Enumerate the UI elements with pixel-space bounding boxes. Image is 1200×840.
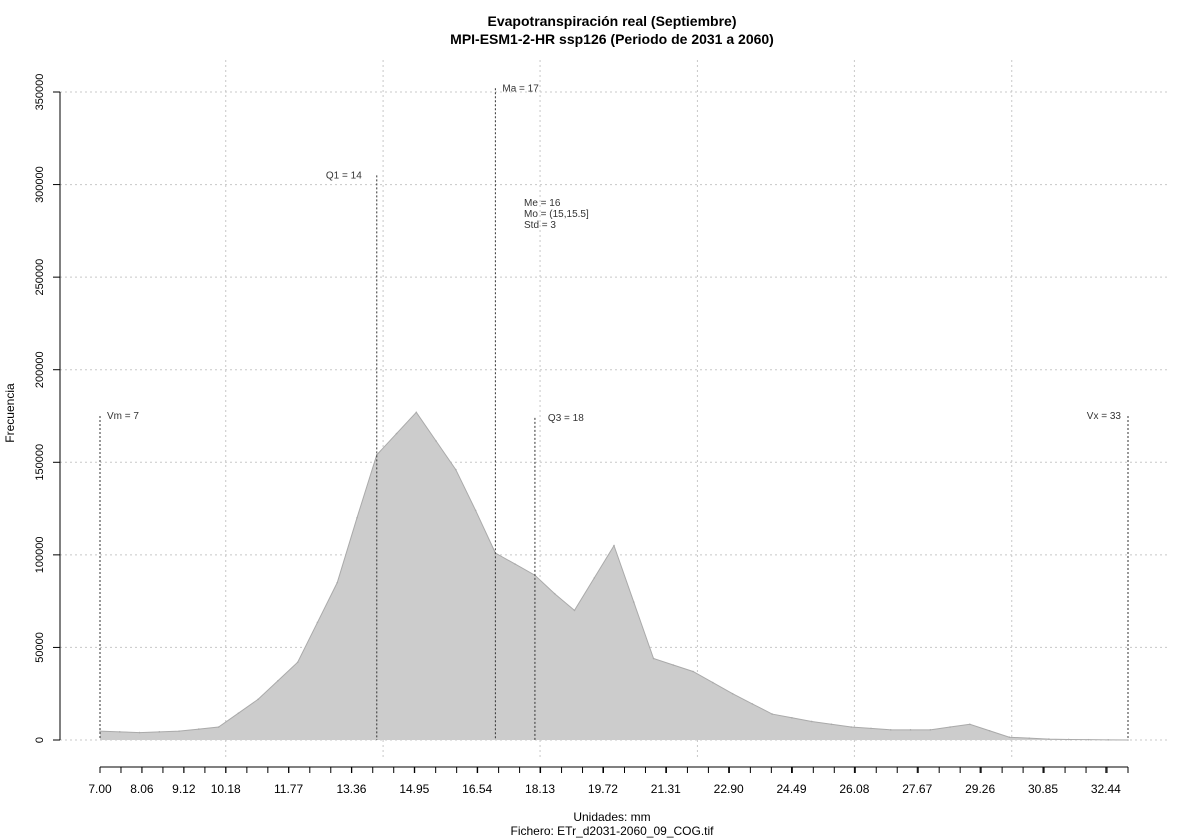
x-tick-label: 21.31	[651, 782, 681, 796]
data-point	[118, 731, 121, 733]
x-tick-label: 8.06	[130, 782, 154, 796]
data-point	[336, 581, 339, 584]
data-point	[751, 703, 754, 705]
y-tick-label: 0	[34, 737, 46, 743]
data-point	[178, 730, 180, 732]
data-point	[1067, 738, 1070, 741]
x-tick-label: 30.85	[1028, 782, 1058, 796]
x-tick-label: 19.72	[588, 782, 618, 796]
data-point	[1127, 739, 1129, 741]
y-tick-label: 350000	[34, 74, 46, 111]
data-point	[257, 698, 259, 701]
y-tick-label: 200000	[34, 351, 46, 388]
data-point	[296, 661, 299, 664]
y-tick-label: 50000	[34, 632, 46, 663]
data-point	[613, 544, 615, 547]
stats-label: Me = 16	[524, 198, 561, 209]
data-point	[652, 657, 655, 660]
data-point	[909, 729, 912, 731]
data-point	[277, 679, 279, 682]
data-point	[712, 681, 714, 684]
vx-label: Vx = 33	[1087, 411, 1122, 422]
data-point	[99, 730, 101, 732]
q3-label: Q3 = 18	[548, 413, 584, 424]
data-point	[375, 454, 378, 456]
data-point	[870, 727, 872, 730]
data-point	[632, 601, 635, 603]
data-point	[1107, 739, 1110, 741]
x-tick-label: 32.44	[1091, 782, 1121, 796]
histogram-chart: 0 50000 100000 150000 200000 250000 300000 3500…	[34, 60, 1170, 796]
x-tick-label: 16.54	[462, 782, 492, 796]
vm-label: Vm = 7	[107, 411, 139, 422]
chart-subtitle: MPI-ESM1-2-HR ssp126 (Periodo de 2031 a …	[450, 31, 774, 47]
data-point	[237, 712, 240, 714]
data-point	[830, 723, 833, 726]
data-point	[395, 432, 398, 435]
x-tick-label: 14.95	[399, 782, 429, 796]
x-tick-label: 22.90	[714, 782, 744, 796]
x-tick-label: 24.49	[777, 782, 807, 796]
data-point	[929, 729, 932, 731]
ma-label: Ma = 17	[502, 83, 539, 94]
data-point	[969, 723, 971, 726]
data-point	[850, 726, 853, 728]
data-point	[771, 713, 773, 715]
chart-caption: Fichero: ETr_d2031-2060_09_COG.tif	[510, 824, 714, 838]
data-point	[553, 592, 556, 595]
data-point	[988, 729, 991, 732]
frequency-area	[100, 412, 1128, 740]
x-tick-label: 13.36	[336, 782, 366, 796]
data-point	[889, 729, 892, 731]
data-point	[573, 609, 576, 612]
data-point	[1008, 736, 1011, 739]
x-tick-label: 29.26	[965, 782, 995, 796]
x-tick-label: 27.67	[902, 782, 932, 796]
x-tick-label: 10.18	[211, 782, 241, 796]
x-tick-label: 11.77	[274, 782, 303, 796]
stats-label: Mo = (15,15.5]	[524, 209, 589, 220]
data-point	[356, 517, 358, 519]
data-point	[692, 670, 694, 673]
data-point	[198, 728, 200, 730]
y-tick-label: 250000	[34, 259, 46, 296]
data-point	[593, 577, 596, 579]
data-point	[158, 731, 161, 733]
x-tick-label: 26.08	[839, 782, 869, 796]
data-point	[672, 664, 675, 666]
x-axis-label: Unidades: mm	[573, 810, 651, 824]
data-point	[791, 716, 793, 719]
y-tick-label: 100000	[34, 536, 46, 573]
y-tick-label: 150000	[34, 444, 46, 481]
data-point	[474, 509, 477, 512]
data-point	[1087, 738, 1090, 741]
data-point	[810, 720, 813, 723]
data-point	[435, 440, 437, 442]
x-tick-label: 7.00	[88, 782, 112, 796]
data-point	[1028, 737, 1030, 739]
data-point	[138, 731, 141, 734]
data-point	[731, 692, 734, 695]
data-point	[514, 563, 516, 565]
data-point	[415, 411, 418, 414]
q1-label: Q1 = 14	[326, 170, 362, 181]
data-point	[949, 726, 951, 728]
stats-label: Std = 3	[524, 220, 556, 231]
x-tick-label: 18.13	[525, 782, 555, 796]
data-point	[217, 726, 220, 728]
y-tick-label: 300000	[34, 166, 46, 203]
x-tick-label: 9.12	[172, 782, 196, 796]
data-point	[316, 621, 319, 624]
chart-title: Evapotranspiración real (Septiembre)	[487, 13, 737, 29]
data-point	[1048, 738, 1050, 740]
data-point	[455, 468, 457, 471]
